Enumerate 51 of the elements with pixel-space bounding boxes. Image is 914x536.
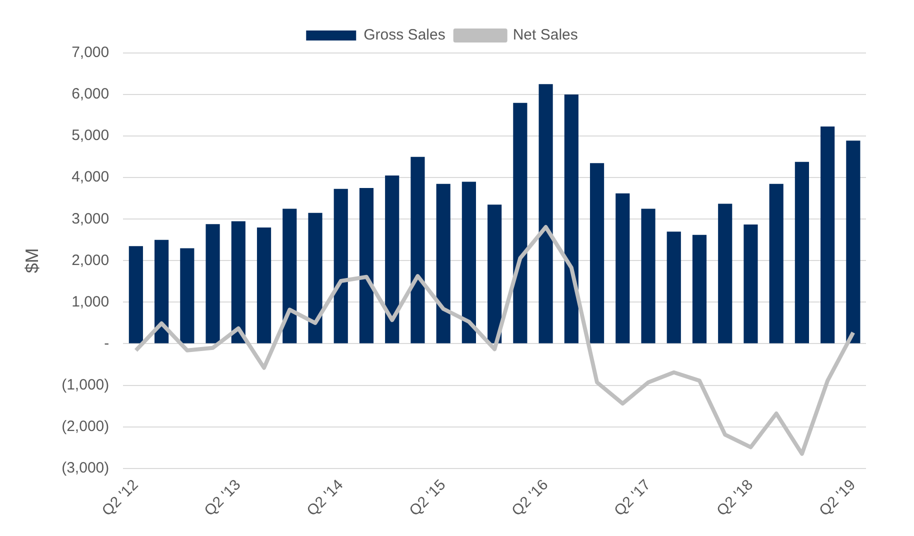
bar <box>744 224 758 344</box>
x-tick-label: Q2 '12 <box>98 476 142 520</box>
bar <box>769 184 784 344</box>
bar <box>488 204 502 344</box>
y-tick-label: - <box>104 334 110 352</box>
bar <box>282 208 297 344</box>
y-tick-label: 5,000 <box>72 127 110 144</box>
x-tick-label: Q2 '18 <box>714 476 756 520</box>
y-axis-title: $M <box>22 248 42 274</box>
bar <box>359 188 374 344</box>
x-tick-label: Q2 '17 <box>611 476 654 520</box>
y-tick-label: 2,000 <box>72 252 110 269</box>
bar <box>308 212 322 344</box>
bar <box>462 182 476 344</box>
x-tick-label: Q2 '13 <box>201 476 244 520</box>
x-tick-label: Q2 '15 <box>406 476 450 520</box>
x-tick-label: Q2 '19 <box>816 476 859 520</box>
y-tick-label: (2,000) <box>62 418 110 435</box>
legend-label: Net Sales <box>512 26 578 44</box>
y-tick-label: 4,000 <box>72 168 110 186</box>
bar <box>616 193 630 344</box>
bar <box>641 208 656 344</box>
bar <box>334 188 348 344</box>
bar <box>794 162 810 344</box>
bar <box>538 84 553 344</box>
bar <box>256 227 272 344</box>
bar <box>666 232 681 344</box>
x-tick-label: Q2 '14 <box>304 476 347 520</box>
y-tick-label: (1,000) <box>62 376 110 394</box>
y-tick-label: (3,000) <box>62 459 110 476</box>
bar <box>154 240 169 344</box>
bar <box>128 246 143 344</box>
bar <box>436 184 450 344</box>
bar <box>410 156 425 344</box>
bar <box>718 204 732 344</box>
y-tick-label: 7,000 <box>72 44 110 62</box>
legend-label: Gross Sales <box>364 26 446 44</box>
bar <box>820 126 835 344</box>
bar <box>180 248 194 344</box>
bar <box>692 234 707 344</box>
y-tick-label: 6,000 <box>72 86 110 103</box>
bar <box>590 163 604 344</box>
bar <box>564 94 578 344</box>
bar <box>513 102 528 344</box>
bar <box>846 140 860 344</box>
bar <box>206 224 220 344</box>
bar <box>231 221 246 344</box>
bar <box>385 176 400 344</box>
y-tick-label: 1,000 <box>72 293 110 310</box>
y-tick-label: 3,000 <box>72 210 110 228</box>
x-tick-label: Q2 '16 <box>508 476 552 520</box>
